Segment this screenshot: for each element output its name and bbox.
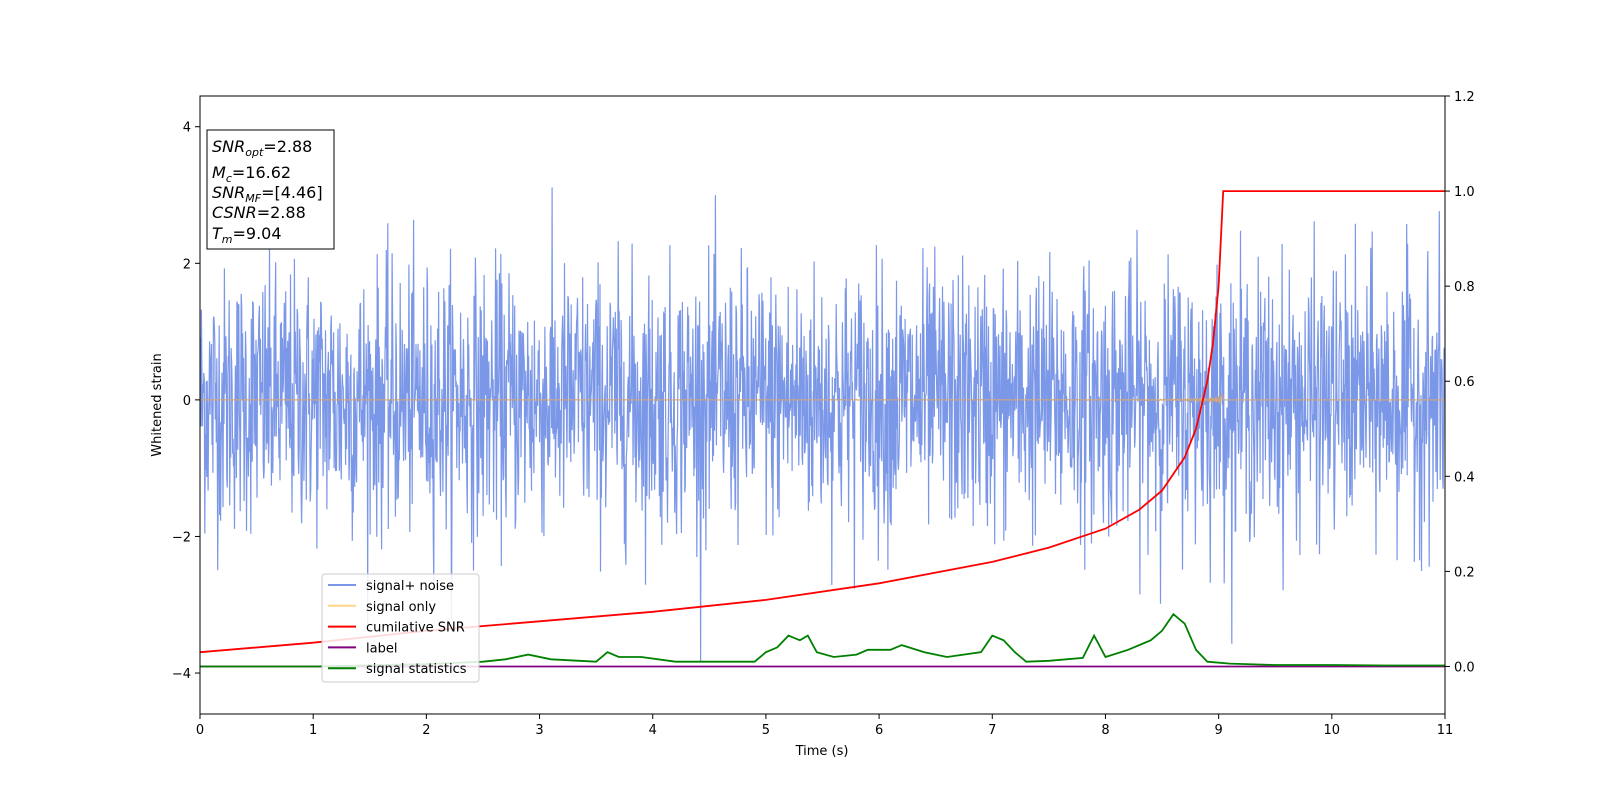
x-tick-label: 5 <box>762 723 770 738</box>
y2-tick-label: 0.4 <box>1454 470 1475 485</box>
y-tick-label: −2 <box>172 530 191 545</box>
info-line: Mc=16.62 <box>212 163 291 185</box>
y-tick-label: 2 <box>183 257 191 272</box>
plot-frame <box>199 95 1446 715</box>
y2-tick-label: 0.0 <box>1454 660 1475 675</box>
x-tick-label: 1 <box>309 723 317 738</box>
info-line: SNRMF=[4.46] <box>212 183 323 205</box>
x-tick-label: 10 <box>1324 723 1341 738</box>
x-axis: 0 1 2 3 4 5 6 7 8 9 10 11 <box>196 714 1453 738</box>
x-tick-label: 7 <box>988 723 996 738</box>
legend-frame <box>321 573 480 683</box>
x-axis-label: Time (s) <box>795 744 849 759</box>
x-tick-label: 8 <box>1101 723 1109 738</box>
info-box: SNRopt=2.88 Mc=16.62SNRMF=[4.46]CSNR=2.88… <box>206 129 335 250</box>
legend-label: label <box>366 641 397 656</box>
y2-tick-label: 1.2 <box>1454 90 1475 105</box>
x-tick-label: 6 <box>875 723 883 738</box>
info-line: Tm=9.04 <box>212 224 282 246</box>
x-tick-label: 11 <box>1437 723 1454 738</box>
y2-tick-label: 0.6 <box>1454 375 1475 390</box>
legend-label: signal+ noise <box>366 579 454 594</box>
series-signal-statistics <box>200 612 1445 668</box>
legend-label: signal only <box>366 600 436 615</box>
info-box-frame <box>206 129 335 250</box>
y2-tick-label: 1.0 <box>1454 185 1475 200</box>
series-signal-only <box>200 392 1445 406</box>
y-axis-label: Whitened strain <box>150 353 165 456</box>
x-tick-label: 9 <box>1214 723 1222 738</box>
info-line: CSNR=2.88 <box>212 203 306 222</box>
series-cumilative-snr <box>200 190 1445 654</box>
series-signal-plus-noise <box>200 187 1445 661</box>
legend-label: cumilative SNR <box>366 621 465 636</box>
y-tick-label: 0 <box>183 394 191 409</box>
y2-tick-label: 0.8 <box>1454 280 1475 295</box>
y-tick-label: 4 <box>183 121 191 136</box>
x-tick-label: 0 <box>196 723 204 738</box>
info-line: SNRopt=2.88 <box>212 137 312 159</box>
y2-tick-label: 0.2 <box>1454 565 1475 580</box>
x-tick-label: 2 <box>422 723 430 738</box>
y-axis-right: 0.0 0.2 0.4 0.6 0.8 1.0 1.2 <box>1445 90 1475 675</box>
y-tick-label: −4 <box>172 667 191 682</box>
legend-label: signal statistics <box>366 662 467 677</box>
y-axis-left: −4 −2 0 2 4 <box>172 121 200 682</box>
x-tick-label: 3 <box>535 723 543 738</box>
legend: signal+ noise signal only cumilative SNR la… <box>321 573 480 683</box>
x-tick-label: 4 <box>649 723 657 738</box>
